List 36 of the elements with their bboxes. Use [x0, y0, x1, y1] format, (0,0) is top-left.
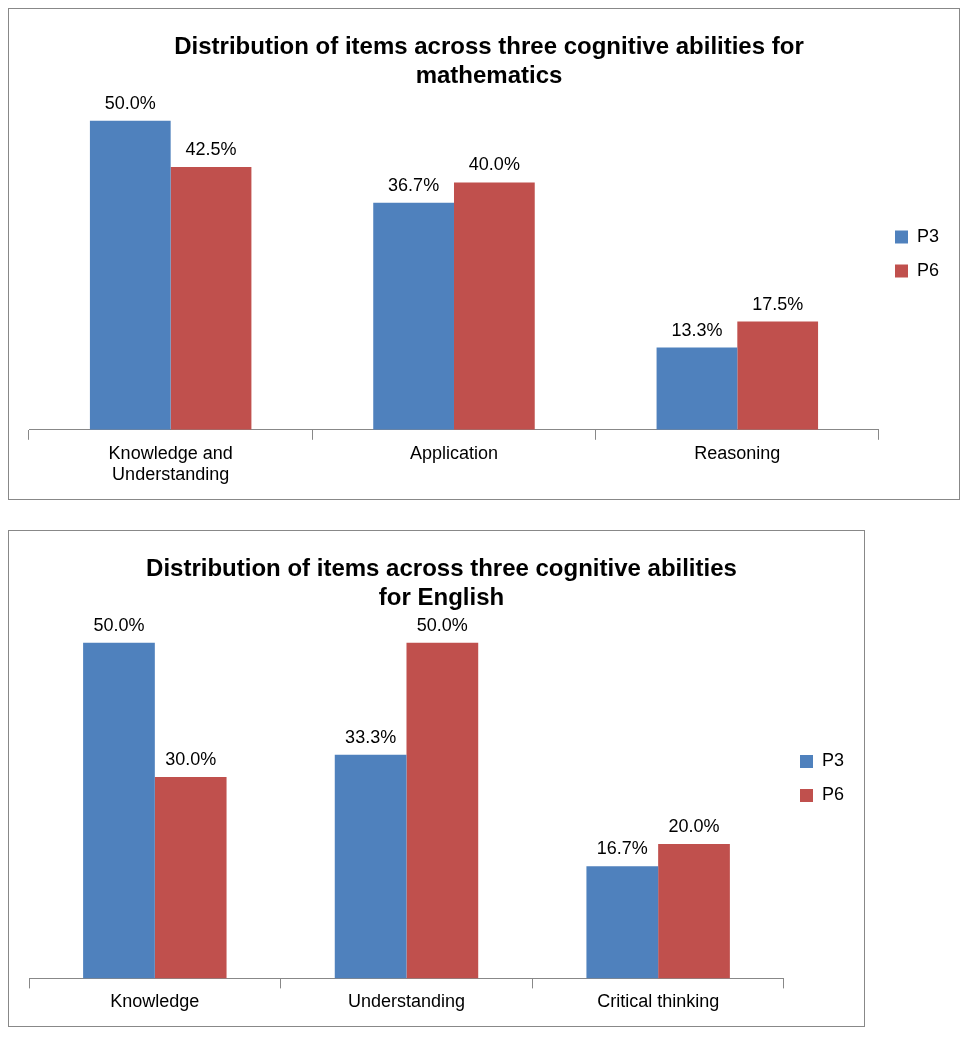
x-tick-label: Reasoning [694, 442, 781, 463]
bar [83, 642, 155, 979]
chart-title: Distribution of items across three cognitive abilities for mathematics [174, 32, 804, 88]
legend-label: P3 [916, 225, 940, 246]
bar [586, 866, 659, 979]
data-label: 17.5% [752, 293, 804, 314]
x-tick-label: Understanding [347, 991, 466, 1012]
bar [154, 776, 227, 979]
x-tick-label: Application [409, 442, 499, 463]
data-label: 36.7% [388, 174, 440, 195]
data-label: 13.3% [671, 319, 723, 340]
chart-title: Distribution of items across three cognitive abilities for English [146, 554, 737, 610]
data-label: 40.0% [468, 154, 520, 175]
bar [406, 642, 479, 979]
bar [89, 120, 171, 430]
legend-label: P6 [821, 784, 845, 805]
bar [658, 844, 730, 979]
data-label: 50.0% [416, 614, 468, 635]
data-label: 50.0% [104, 92, 156, 113]
bar [453, 182, 535, 430]
data-label: 20.0% [668, 816, 720, 837]
x-tick-label: Knowledge [110, 991, 200, 1012]
legend-label: P6 [916, 259, 940, 280]
legend-label: P3 [821, 750, 845, 771]
bar [170, 166, 252, 430]
bar [656, 347, 738, 430]
bar [334, 754, 407, 979]
data-label: 16.7% [596, 838, 648, 859]
x-tick-label: Knowledge and Understanding [108, 442, 233, 485]
bar [737, 321, 819, 430]
data-label: 50.0% [93, 614, 145, 635]
bar [373, 202, 454, 430]
x-tick-label: Critical thinking [597, 991, 720, 1012]
data-label: 42.5% [185, 138, 237, 159]
data-label: 33.3% [345, 726, 397, 747]
data-label: 30.0% [165, 748, 217, 769]
